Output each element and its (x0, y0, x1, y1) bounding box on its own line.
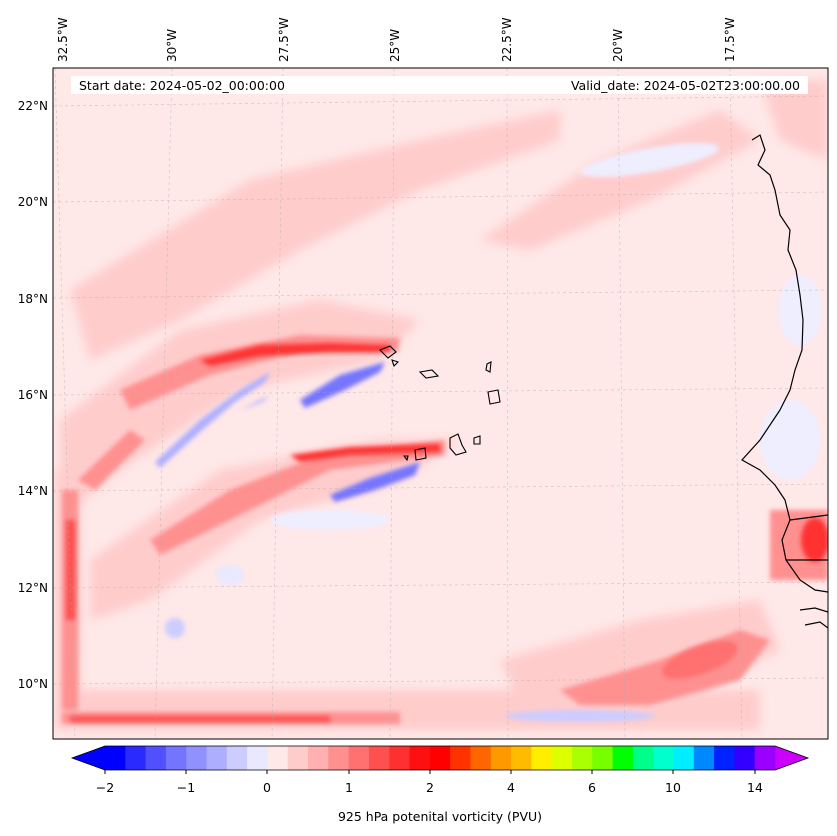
pv-field (53, 68, 828, 739)
colorbar-cell (592, 746, 613, 770)
colorbar-cell (348, 746, 370, 770)
colorbar-cell (206, 746, 228, 770)
start-date-label: Start date: 2024-05-02_00:00:00 (79, 78, 285, 93)
colorbar-under-arrow (72, 746, 105, 770)
cb-tick-label: 6 (588, 780, 596, 795)
colorbar-cell (226, 746, 248, 770)
colorbar-cell (145, 746, 167, 770)
colorbar-cell (511, 746, 532, 770)
islands (379, 345, 501, 462)
colorbar-cell (571, 746, 593, 770)
coastline (741, 134, 828, 629)
colorbar-cell (308, 746, 329, 770)
colorbar: −2 −1 0 1 2 4 6 10 14 925 hPa potenital … (70, 745, 810, 824)
colorbar-over-arrow (775, 746, 808, 770)
colorbar-cell (409, 746, 431, 770)
cb-tick-label: −1 (177, 780, 195, 795)
longitude-labels: 32.5°W 30°W 27.5°W 25°W 22.5°W 20°W 17.5… (56, 17, 737, 62)
colorbar-cell (693, 746, 715, 770)
colorbar-cell (328, 746, 350, 770)
cb-tick-label: 14 (747, 780, 763, 795)
colorbar-cell (734, 746, 756, 770)
cb-tick-label: 2 (426, 780, 434, 795)
annotation-box (71, 76, 808, 94)
colorbar-cell (714, 746, 735, 770)
colorbar-cell (287, 746, 309, 770)
lat-label-18n: 18°N (18, 292, 48, 306)
colorbar-cell (531, 746, 553, 770)
pv-strong-cores (66, 343, 828, 722)
colorbar-cell (612, 746, 634, 770)
pv-light-negative (165, 143, 822, 722)
pv-negative-streaks (155, 362, 420, 502)
cb-tick-label: −2 (96, 780, 114, 795)
colorbar-cell (470, 746, 492, 770)
colorbar-cell (490, 746, 512, 770)
colorbar-tick-labels: −2 −1 0 1 2 4 6 10 14 (96, 780, 763, 795)
colorbar-cell (551, 746, 573, 770)
map-frame (52, 67, 829, 740)
lon-label-20w: 20°W (611, 29, 625, 62)
colorbar-cell (653, 746, 674, 770)
colorbar-cell (186, 746, 207, 770)
colorbar-cell (389, 746, 410, 770)
colorbar-cell (429, 746, 451, 770)
lon-label-17.5w: 17.5°W (723, 17, 737, 62)
colorbar-cell (450, 746, 471, 770)
lon-label-30w: 30°W (165, 29, 179, 62)
lat-label-20n: 20°N (18, 195, 48, 209)
graticule (53, 68, 828, 739)
lat-label-12n: 12°N (18, 581, 48, 595)
colorbar-cell (165, 746, 187, 770)
colorbar-cells (105, 746, 776, 770)
lon-label-27.5w: 27.5°W (277, 17, 291, 62)
lon-label-25w: 25°W (388, 29, 402, 62)
colorbar-cell (267, 746, 289, 770)
colorbar-cell (754, 746, 776, 770)
cb-tick-label: 1 (345, 780, 353, 795)
lat-label-16n: 16°N (18, 388, 48, 402)
colorbar-cell (105, 746, 126, 770)
colorbar-ticks (104, 770, 756, 774)
latitude-labels: 22°N 20°N 18°N 16°N 14°N 12°N 10°N (18, 99, 48, 691)
colorbar-cell (632, 746, 654, 770)
cb-tick-label: 4 (507, 780, 515, 795)
valid-date-label: Valid_date: 2024-05-02T23:00:00.00 (571, 78, 800, 93)
colorbar-cell (247, 746, 268, 770)
colorbar-cell (125, 746, 146, 770)
colorbar-cell (673, 746, 695, 770)
lat-label-22n: 22°N (18, 99, 48, 113)
colorbar-title: 925 hPa potenital vorticity (PVU) (338, 809, 542, 824)
cb-tick-label: 0 (263, 780, 271, 795)
cb-tick-label: 10 (665, 780, 681, 795)
lat-label-10n: 10°N (18, 677, 48, 691)
lon-label-32.5w: 32.5°W (56, 17, 70, 62)
colorbar-cell (368, 746, 390, 770)
lon-label-22.5w: 22.5°W (500, 17, 514, 62)
lat-label-14n: 14°N (18, 484, 48, 498)
